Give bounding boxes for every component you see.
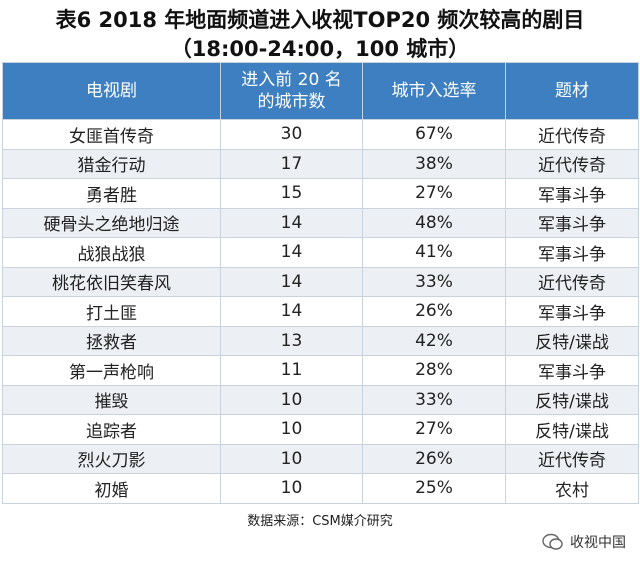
table-cell: 26% <box>362 296 506 327</box>
table-cell: 军事斗争 <box>505 237 639 268</box>
table-cell: 初婚 <box>2 473 221 504</box>
table-cell: 女匪首传奇 <box>2 119 221 150</box>
table-cell: 27% <box>362 178 506 209</box>
header-line: 的城市数 <box>257 92 326 112</box>
table-cell: 近代传奇 <box>505 443 639 474</box>
data-table: 电视剧 进入前 20 名的城市数 城市入选率 题材 女匪首传奇 30 67% 近代传奇 猎金行… <box>2 62 639 504</box>
table-cell: 10 <box>220 473 363 504</box>
table-cell: 军事斗争 <box>505 178 639 209</box>
table-cell: 硬骨头之绝地归途 <box>2 207 221 238</box>
table-cell: 近代传奇 <box>505 119 639 150</box>
table-cell: 10 <box>220 414 363 445</box>
table-row: 勇者胜 15 27% 军事斗争 <box>2 178 639 209</box>
table-cell: 10 <box>220 443 363 474</box>
table-cell: 近代传奇 <box>505 266 639 297</box>
table-row: 初婚 10 25% 农村 <box>2 473 639 504</box>
table-cell: 27% <box>362 414 506 445</box>
header-line: 题材 <box>555 81 589 101</box>
table-cell: 15 <box>220 178 363 209</box>
table-cell: 13 <box>220 325 363 356</box>
table-cell: 打土匪 <box>2 296 221 327</box>
table-cell: 33% <box>362 266 506 297</box>
table-cell: 17 <box>220 148 363 179</box>
table-cell: 拯救者 <box>2 325 221 356</box>
table-row: 摧毁 10 33% 反特/谍战 <box>2 384 639 415</box>
table-cell: 追踪者 <box>2 414 221 445</box>
table-cell: 反特/谍战 <box>505 325 639 356</box>
table-cell: 军事斗争 <box>505 207 639 238</box>
table-cell: 烈火刀影 <box>2 443 221 474</box>
table-cell: 10 <box>220 384 363 415</box>
table-cell: 33% <box>362 384 506 415</box>
watermark: 收视中国 <box>542 532 626 552</box>
table-cell: 38% <box>362 148 506 179</box>
table-cell: 农村 <box>505 473 639 504</box>
table-cell: 桃花依旧笑春风 <box>2 266 221 297</box>
table-cell: 近代传奇 <box>505 148 639 179</box>
table-cell: 14 <box>220 207 363 238</box>
table-cell: 勇者胜 <box>2 178 221 209</box>
header-row: 电视剧 进入前 20 名的城市数 城市入选率 题材 <box>2 62 639 120</box>
header-line: 电视剧 <box>86 81 137 101</box>
table-cell: 48% <box>362 207 506 238</box>
table-cell: 第一声枪响 <box>2 355 221 386</box>
table-row: 追踪者 10 27% 反特/谍战 <box>2 414 639 445</box>
wechat-icon <box>542 533 563 550</box>
table-cell: 14 <box>220 296 363 327</box>
table-cell: 猎金行动 <box>2 148 221 179</box>
table-row: 烈火刀影 10 26% 近代传奇 <box>2 443 639 474</box>
title: 表6 2018 年地面频道进入收视TOP20 频次较高的剧目 <box>55 8 585 32</box>
table-body: 女匪首传奇 30 67% 近代传奇 猎金行动 17 38% 近代传奇 勇者胜 15 27% 军事斗争硬… <box>2 119 639 504</box>
column-header: 题材 <box>505 62 639 120</box>
table-row: 拯救者 13 42% 反特/谍战 <box>2 325 639 356</box>
table-cell: 42% <box>362 325 506 356</box>
table-row: 猎金行动 17 38% 近代传奇 <box>2 148 639 179</box>
column-header: 城市入选率 <box>362 62 506 120</box>
table-row: 战狼战狼 14 41% 军事斗争 <box>2 237 639 268</box>
table-cell: 25% <box>362 473 506 504</box>
table-row: 打土匪 14 26% 军事斗争 <box>2 296 639 327</box>
table-cell: 28% <box>362 355 506 386</box>
source-note: 数据来源：CSM媒介研究 <box>247 514 393 529</box>
column-header: 进入前 20 名的城市数 <box>220 62 363 120</box>
table-cell: 军事斗争 <box>505 355 639 386</box>
table-row: 桃花依旧笑春风 14 33% 近代传奇 <box>2 266 639 297</box>
table-cell: 11 <box>220 355 363 386</box>
column-header: 电视剧 <box>2 62 221 120</box>
table-cell: 反特/谍战 <box>505 384 639 415</box>
table-cell: 14 <box>220 237 363 268</box>
table-cell: 14 <box>220 266 363 297</box>
table-cell: 摧毁 <box>2 384 221 415</box>
table-cell: 30 <box>220 119 363 150</box>
table-cell: 战狼战狼 <box>2 237 221 268</box>
table-cell: 反特/谍战 <box>505 414 639 445</box>
table-row: 硬骨头之绝地归途 14 48% 军事斗争 <box>2 207 639 238</box>
table-row: 第一声枪响 11 28% 军事斗争 <box>2 355 639 386</box>
table-cell: 41% <box>362 237 506 268</box>
header-line: 进入前 20 名 <box>241 70 342 90</box>
table-cell: 67% <box>362 119 506 150</box>
table-cell: 军事斗争 <box>505 296 639 327</box>
subtitle: （18:00-24:00，100 城市） <box>170 37 470 61</box>
table-cell: 26% <box>362 443 506 474</box>
table-row: 女匪首传奇 30 67% 近代传奇 <box>2 119 639 150</box>
watermark-text: 收视中国 <box>570 535 626 551</box>
header-line: 城市入选率 <box>391 81 477 101</box>
